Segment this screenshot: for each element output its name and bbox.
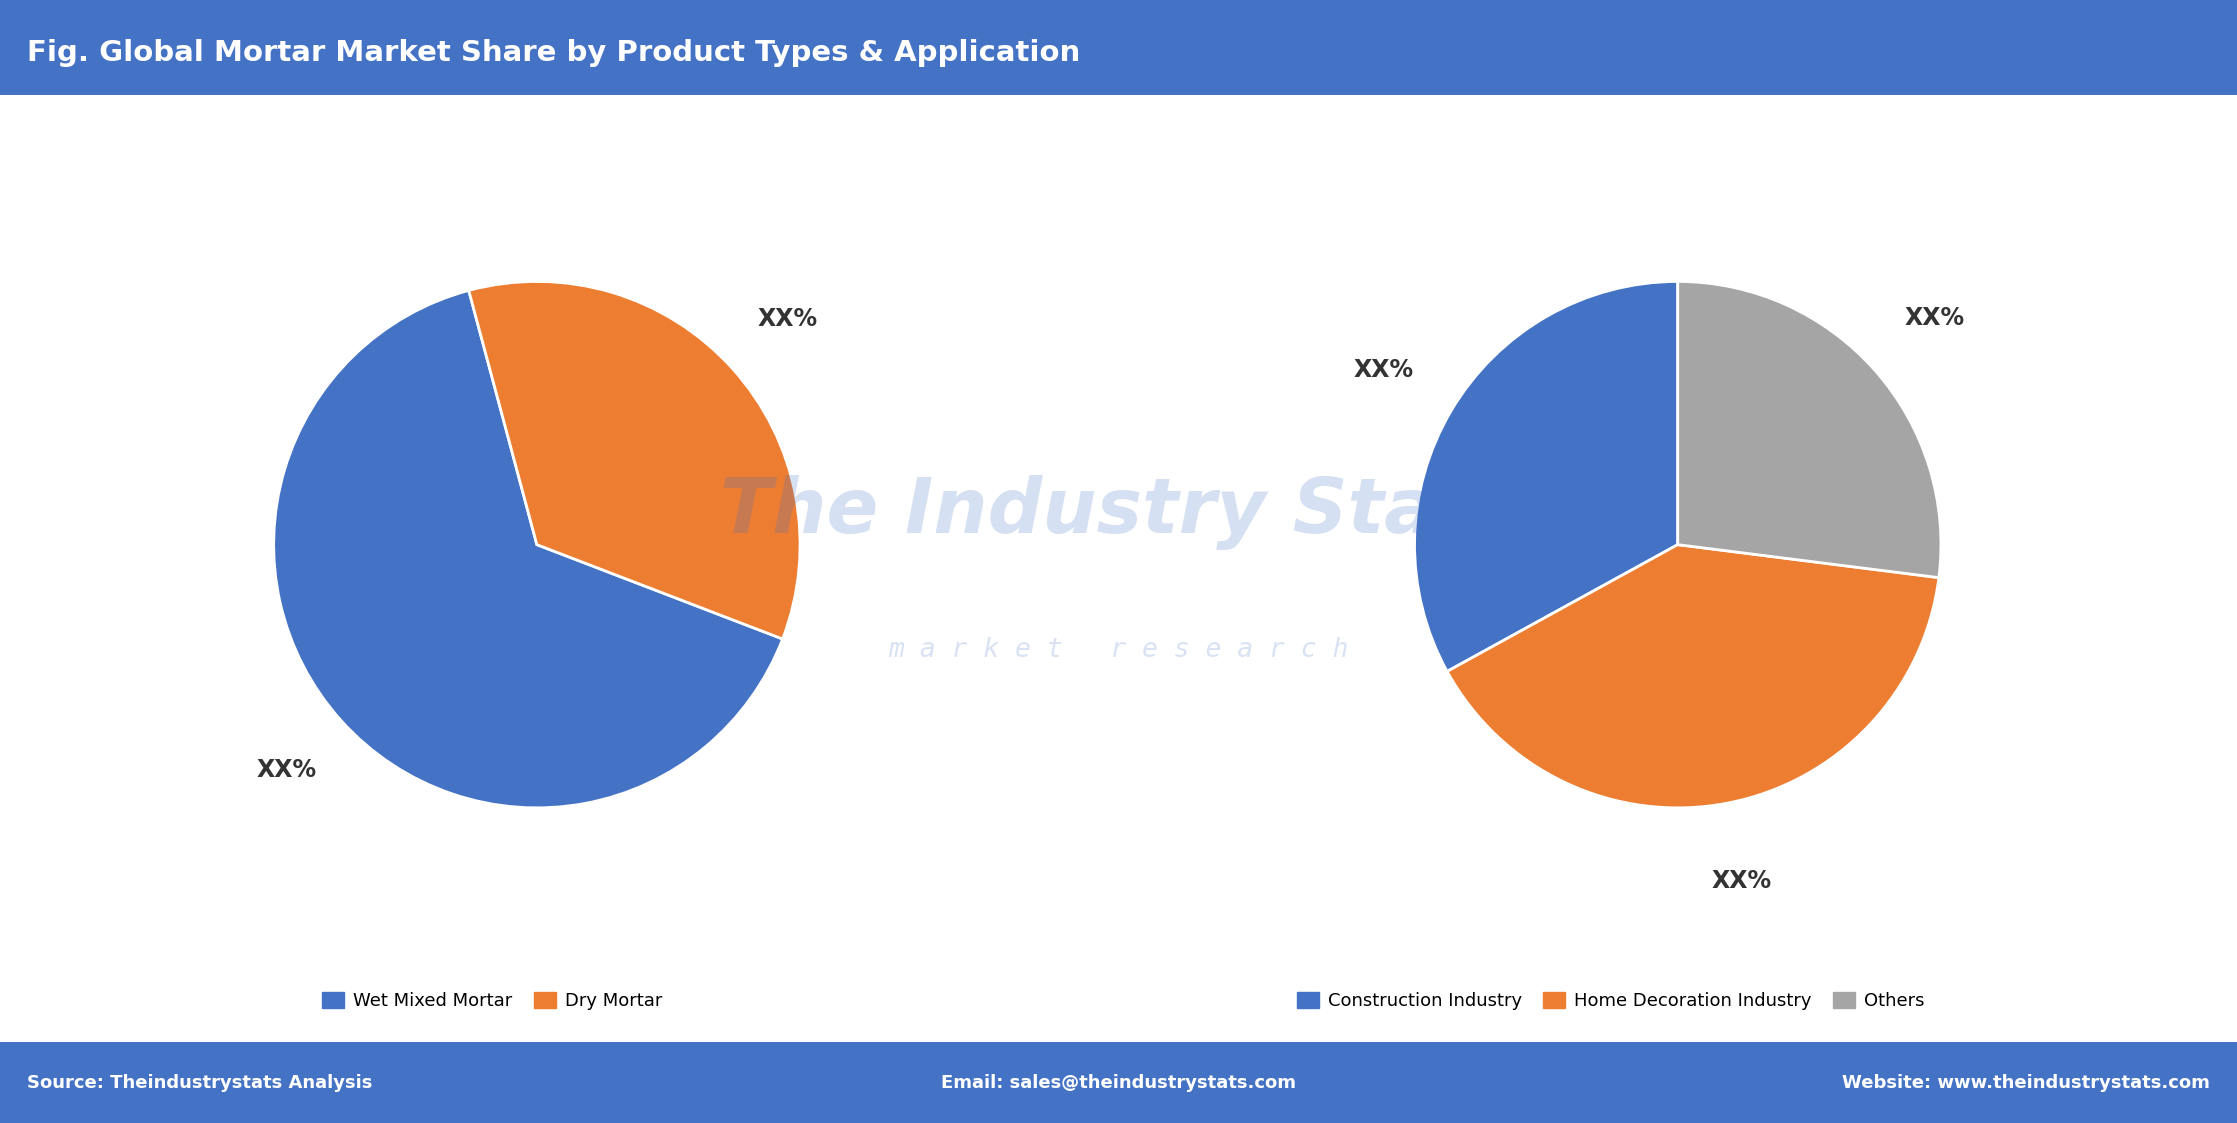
- Legend: Construction Industry, Home Decoration Industry, Others: Construction Industry, Home Decoration I…: [1291, 985, 1931, 1017]
- Text: XX%: XX%: [257, 758, 318, 782]
- Text: XX%: XX%: [756, 308, 817, 331]
- Text: The Industry Stats: The Industry Stats: [720, 475, 1517, 550]
- Text: XX%: XX%: [1904, 307, 1964, 330]
- Wedge shape: [1678, 282, 1942, 577]
- Text: XX%: XX%: [1353, 358, 1414, 383]
- Text: Source: Theindustrystats Analysis: Source: Theindustrystats Analysis: [27, 1074, 371, 1092]
- Text: m a r k e t   r e s e a r c h: m a r k e t r e s e a r c h: [888, 638, 1349, 664]
- Wedge shape: [1414, 282, 1678, 672]
- Text: Website: www.theindustrystats.com: Website: www.theindustrystats.com: [1843, 1074, 2210, 1092]
- Wedge shape: [273, 291, 783, 807]
- Wedge shape: [470, 282, 801, 639]
- Text: Email: sales@theindustrystats.com: Email: sales@theindustrystats.com: [942, 1074, 1295, 1092]
- Wedge shape: [1447, 545, 1939, 807]
- Text: Fig. Global Mortar Market Share by Product Types & Application: Fig. Global Mortar Market Share by Produ…: [27, 38, 1080, 66]
- Text: XX%: XX%: [1711, 869, 1772, 893]
